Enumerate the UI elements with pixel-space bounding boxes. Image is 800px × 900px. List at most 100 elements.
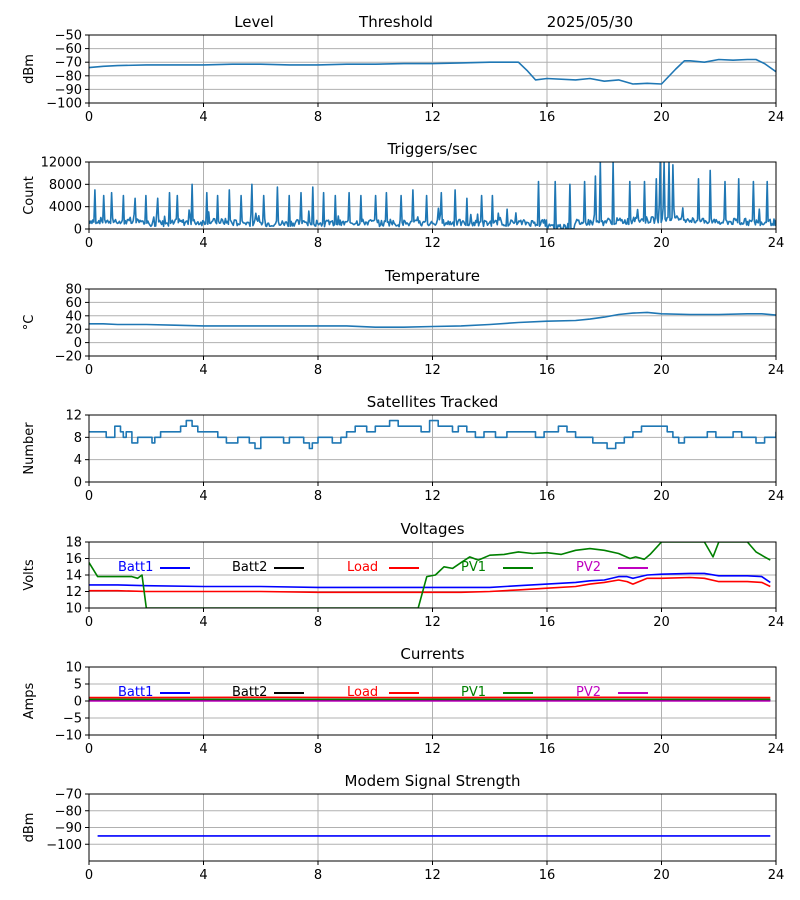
y-tick-label: 12000 — [41, 156, 82, 171]
y-tick-label: 18 — [65, 536, 82, 551]
x-tick-label: 16 — [539, 742, 556, 757]
x-tick-label: 8 — [314, 489, 322, 504]
legend-label: PV1 — [461, 685, 486, 700]
y-tick-label: 10 — [65, 661, 82, 676]
series-group — [89, 419, 776, 450]
x-tick-label: 8 — [314, 742, 322, 757]
legend-label: PV2 — [576, 685, 601, 700]
x-tick-label: 12 — [424, 363, 441, 378]
x-tick-label: 16 — [539, 489, 556, 504]
x-tick-label: 20 — [653, 489, 670, 504]
x-tick-label: 24 — [768, 110, 785, 125]
y-tick-label: −60 — [55, 42, 82, 57]
y-tick-label: −20 — [55, 350, 82, 365]
y-axis-label: °C — [22, 315, 37, 331]
x-tick-label: 4 — [199, 868, 207, 883]
x-tick-label: 0 — [85, 868, 93, 883]
series-line — [89, 419, 776, 450]
y-tick-label: −90 — [55, 83, 82, 98]
legend-label: Batt1 — [118, 560, 153, 575]
y-tick-label: −5 — [63, 712, 82, 727]
legend-label: Load — [347, 560, 378, 575]
x-tick-label: 24 — [768, 236, 785, 251]
series-line — [89, 162, 776, 229]
chart-level: 0 4 8 12 16 20 24 −100−90−80−70−60−50 dBm — [22, 29, 784, 126]
header-date: 2025/05/30 — [547, 13, 633, 31]
y-axis-label: Number — [22, 422, 37, 475]
y-tick-label: 8 — [74, 431, 82, 446]
legend-label: Batt2 — [232, 560, 267, 575]
y-tick-label: 4000 — [49, 200, 82, 215]
y-axis-label: Amps — [22, 682, 37, 719]
y-tick-label: 0 — [74, 223, 82, 238]
series-group — [89, 696, 771, 702]
chart-title: Voltages — [400, 520, 464, 538]
x-tick-label: 12 — [424, 868, 441, 883]
x-tick-label: 8 — [314, 110, 322, 125]
y-tick-label: 5 — [74, 678, 82, 693]
y-tick-label: −80 — [55, 69, 82, 84]
legend-label: Batt2 — [232, 685, 267, 700]
series-group — [89, 311, 776, 328]
x-tick-label: 0 — [85, 236, 93, 251]
y-tick-label: 40 — [65, 309, 82, 324]
legend-label: PV1 — [461, 560, 486, 575]
x-tick-label: 8 — [314, 236, 322, 251]
x-tick-label: 20 — [653, 615, 670, 630]
y-tick-label: 4 — [74, 453, 82, 468]
y-tick-label: 8000 — [49, 178, 82, 193]
x-tick-label: 24 — [768, 615, 785, 630]
x-tick-label: 4 — [199, 363, 207, 378]
x-tick-label: 4 — [199, 615, 207, 630]
x-tick-label: 4 — [199, 110, 207, 125]
legend-label: PV2 — [576, 560, 601, 575]
chart-title: Temperature — [384, 267, 480, 285]
series-line — [89, 311, 776, 328]
y-tick-label: 0 — [74, 336, 82, 351]
y-tick-label: 14 — [65, 569, 82, 584]
series-line-pv1 — [89, 542, 771, 608]
y-tick-label: −100 — [46, 838, 82, 853]
y-tick-label: 0 — [74, 695, 82, 710]
x-tick-label: 8 — [314, 615, 322, 630]
y-tick-label: 80 — [65, 283, 82, 298]
x-tick-label: 16 — [539, 236, 556, 251]
x-tick-label: 8 — [314, 363, 322, 378]
x-tick-label: 0 — [85, 742, 93, 757]
x-tick-label: 20 — [653, 236, 670, 251]
chart-modem: 0 4 8 12 16 20 24 −100 −90 −80−70 Modem Signal Str… — [22, 772, 784, 883]
x-tick-label: 12 — [424, 489, 441, 504]
x-tick-label: 0 — [85, 615, 93, 630]
chart-title: Satellites Tracked — [367, 393, 498, 411]
x-tick-label: 24 — [768, 489, 785, 504]
series-group — [89, 58, 776, 85]
x-tick-label: 16 — [539, 615, 556, 630]
chart-triggers: 0 4 8 12 16 20 24 0 4000 8000 12000 Triggers/sec Cou… — [22, 140, 784, 251]
x-tick-label: 20 — [653, 110, 670, 125]
y-tick-label: 20 — [65, 323, 82, 338]
x-tick-label: 0 — [85, 489, 93, 504]
x-tick-label: 16 — [539, 868, 556, 883]
x-tick-label: 4 — [199, 742, 207, 757]
y-tick-label: 10 — [65, 602, 82, 617]
x-tick-label: 24 — [768, 742, 785, 757]
y-tick-label: −80 — [55, 804, 82, 819]
x-tick-label: 12 — [424, 615, 441, 630]
legend-label: Load — [347, 685, 378, 700]
series-line — [89, 58, 776, 85]
x-tick-label: 20 — [653, 868, 670, 883]
series-line-batt1 — [89, 572, 771, 589]
header-level: Level — [234, 13, 274, 31]
y-tick-label: −70 — [55, 788, 82, 803]
y-axis-label: dBm — [22, 813, 37, 843]
y-tick-label: −10 — [55, 729, 82, 744]
x-tick-label: 20 — [653, 742, 670, 757]
y-tick-label: 12 — [65, 409, 82, 424]
x-tick-label: 0 — [85, 363, 93, 378]
x-tick-label: 4 — [199, 489, 207, 504]
x-tick-label: 8 — [314, 868, 322, 883]
header-threshold: Threshold — [358, 13, 433, 31]
